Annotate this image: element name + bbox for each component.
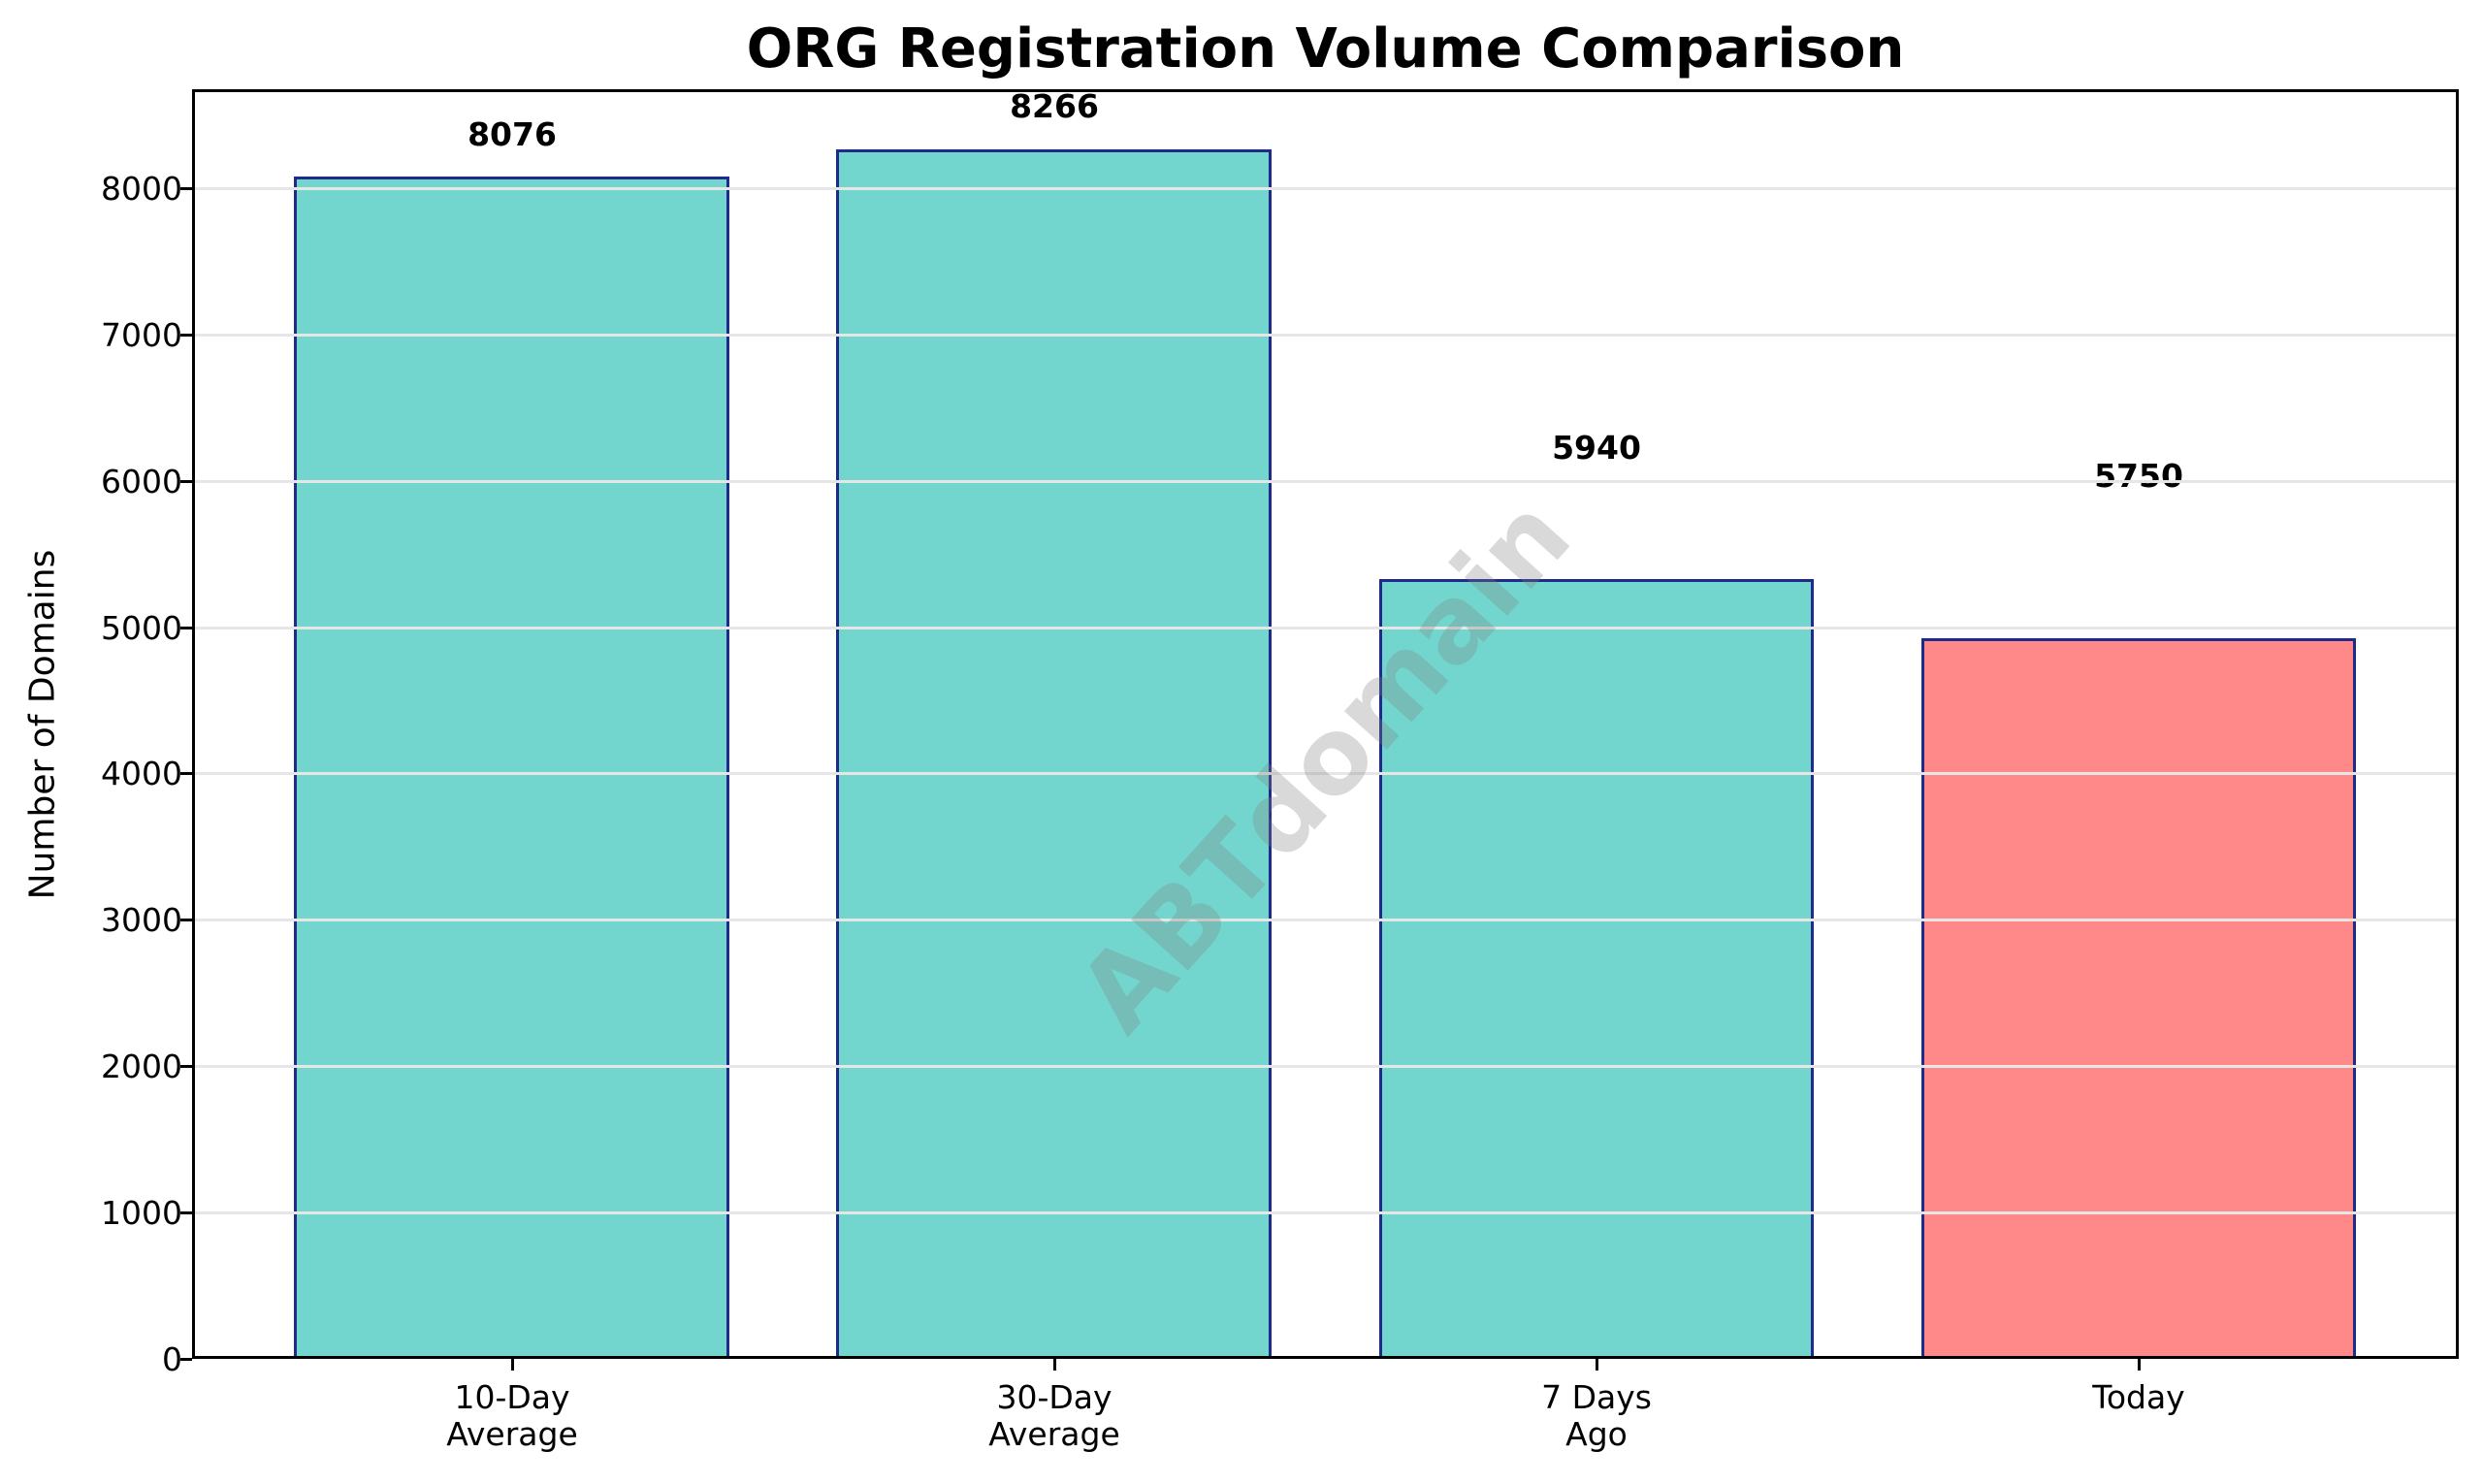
xtick-label-line1: 7 Days: [1541, 1378, 1652, 1416]
xtick-7-days: [1596, 1359, 1598, 1371]
value-label-today: 5750: [2094, 457, 2183, 495]
xtick-label-line2: Ago: [1565, 1415, 1628, 1453]
ytick-4000: [180, 772, 192, 775]
ytick-label-3000: 3000: [101, 901, 182, 939]
gridline-8000: [195, 187, 2456, 190]
xtick-label-today: Today: [1945, 1379, 2333, 1416]
gridline-6000: [195, 480, 2456, 483]
ytick-label-1000: 1000: [101, 1194, 182, 1232]
ytick-label-0: 0: [162, 1340, 182, 1378]
xtick-label-7-days: 7 Days Ago: [1403, 1379, 1790, 1453]
gridline-5000: [195, 627, 2456, 629]
ytick-label-4000: 4000: [101, 755, 182, 792]
gridline-1000: [195, 1211, 2456, 1214]
ytick-label-6000: 6000: [101, 463, 182, 500]
xtick-label-10-day: 10-Day Average: [318, 1379, 706, 1453]
gridline-7000: [195, 334, 2456, 337]
y-axis-label: Number of Domains: [22, 549, 63, 900]
plot-area: [192, 89, 2459, 1359]
xtick-label-line1: 10-Day: [454, 1378, 570, 1416]
ytick-2000: [180, 1065, 192, 1068]
ytick-8000: [180, 187, 192, 190]
ytick-label-2000: 2000: [101, 1048, 182, 1085]
bar-7-days-ago: [1379, 579, 1814, 1359]
gridline-4000: [195, 772, 2456, 775]
ytick-1000: [180, 1211, 192, 1214]
ytick-label-7000: 7000: [101, 316, 182, 354]
chart-title: ORG Registration Volume Comparison: [746, 17, 1905, 81]
xtick-label-line1: Today: [2092, 1378, 2185, 1416]
ytick-3000: [180, 919, 192, 921]
gridline-3000: [195, 919, 2456, 921]
xtick-today: [2138, 1359, 2141, 1371]
ytick-label-5000: 5000: [101, 609, 182, 647]
gridline-2000: [195, 1065, 2456, 1068]
xtick-30-day: [1053, 1359, 1056, 1371]
xtick-label-line1: 30-Day: [996, 1378, 1113, 1416]
ytick-label-8000: 8000: [101, 170, 182, 208]
value-label-7-days: 5940: [1552, 429, 1641, 467]
ytick-7000: [180, 334, 192, 337]
bar-10-day-average: [294, 177, 729, 1359]
xtick-label-line2: Average: [988, 1415, 1120, 1453]
xtick-label-line2: Average: [446, 1415, 578, 1453]
bar-30-day-average: [836, 149, 1272, 1359]
value-label-30-day: 8266: [1010, 87, 1099, 125]
value-label-10-day: 8076: [468, 115, 557, 153]
bar-today: [1921, 638, 2356, 1359]
ytick-0: [180, 1358, 192, 1361]
xtick-label-30-day: 30-Day Average: [860, 1379, 1248, 1453]
xtick-10-day: [511, 1359, 514, 1371]
ytick-5000: [180, 627, 192, 629]
ytick-6000: [180, 480, 192, 483]
